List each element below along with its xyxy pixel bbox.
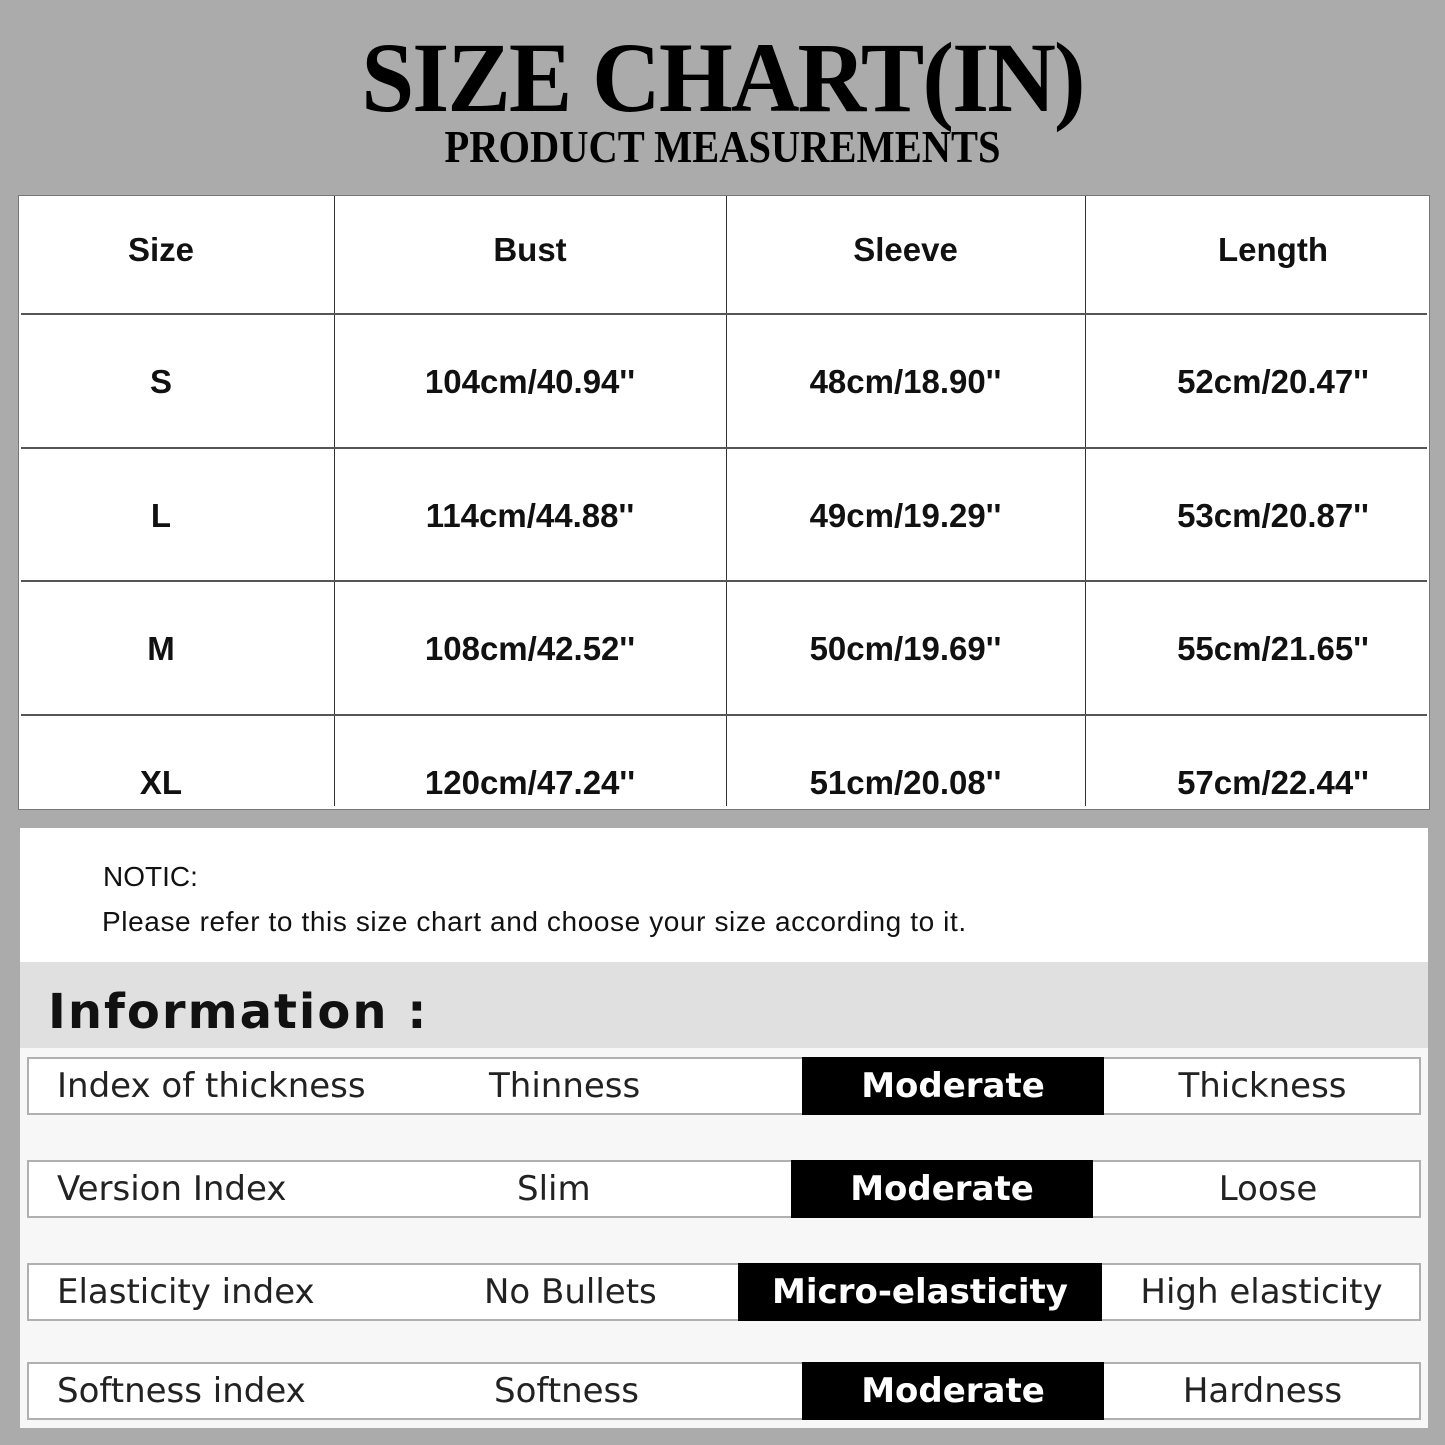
notice-panel: NOTIC: Please refer to this size chart a… [20, 828, 1428, 962]
header-size: Size [127, 231, 195, 268]
cell-length: 53cm/20.87'' [1177, 496, 1369, 534]
info-option: No Bullets [484, 1272, 657, 1312]
column-divider [334, 196, 335, 806]
info-label: Version Index [57, 1169, 287, 1209]
cell-length: 55cm/21.65'' [1177, 630, 1369, 667]
info-option-selected: Moderate [802, 1362, 1104, 1420]
row-divider [21, 313, 1427, 315]
cell-size: L [150, 496, 172, 534]
cell-sleeve: 49cm/19.29'' [809, 496, 1002, 534]
info-option: Thinness [489, 1066, 641, 1106]
column-divider [726, 196, 727, 806]
info-label: Elasticity index [57, 1272, 315, 1312]
info-option-selected: Moderate [791, 1160, 1093, 1218]
info-option: Softness [494, 1371, 639, 1411]
cell-bust: 108cm/42.52'' [424, 630, 636, 667]
table-row: XL 120cm/47.24'' 51cm/20.08'' 57cm/22.44… [19, 716, 1429, 809]
info-row-softness: Softness index Softness Moderate Hardnes… [27, 1362, 1421, 1420]
cell-sleeve: 51cm/20.08'' [809, 764, 1002, 801]
cell-bust: 120cm/47.24'' [424, 764, 636, 801]
notice-text: Please refer to this size chart and choo… [102, 906, 967, 937]
notice-heading: NOTIC: [103, 861, 198, 892]
info-row-version: Version Index Slim Moderate Loose [27, 1160, 1421, 1218]
info-option: High elasticity [1140, 1272, 1383, 1312]
info-row-elasticity: Elasticity index No Bullets Micro-elasti… [27, 1263, 1421, 1321]
info-option: Thickness [1178, 1066, 1347, 1106]
table-row: S 104cm/40.94'' 48cm/18.90'' 52cm/20.47'… [19, 315, 1429, 449]
size-table: Size Bust Sleeve Length S 104cm/40.94'' … [18, 195, 1430, 810]
cell-bust: 114cm/44.88'' [425, 496, 635, 534]
cell-length: 57cm/22.44'' [1177, 764, 1369, 801]
header-sleeve: Sleeve [853, 231, 958, 268]
header-length: Length [1218, 231, 1328, 268]
info-option-selected: Micro-elasticity [738, 1263, 1102, 1321]
cell-sleeve: 50cm/19.69'' [809, 630, 1002, 667]
info-option: Loose [1218, 1169, 1318, 1209]
cell-sleeve: 48cm/18.90'' [809, 363, 1002, 400]
information-header: Information : [20, 962, 1428, 1048]
page-subtitle: PRODUCT MEASUREMENTS [444, 121, 1001, 172]
table-row: M 108cm/42.52'' 50cm/19.69'' 55cm/21.65'… [19, 582, 1429, 716]
table-row: L 114cm/44.88'' 49cm/19.29'' 53cm/20.87'… [19, 449, 1429, 582]
page-title: SIZE CHART(IN) [361, 22, 1085, 133]
cell-size: M [147, 630, 175, 667]
cell-size: XL [139, 764, 183, 801]
cell-bust: 104cm/40.94'' [424, 363, 636, 400]
header-bust: Bust [493, 231, 567, 268]
info-label: Index of thickness [57, 1066, 366, 1106]
row-divider [21, 714, 1427, 716]
cell-size: S [149, 363, 172, 400]
info-option-selected: Moderate [802, 1057, 1104, 1115]
information-heading: Information : [48, 984, 429, 1040]
info-label: Softness index [57, 1371, 306, 1411]
row-divider [21, 580, 1427, 582]
table-header-row: Size Bust Sleeve Length [19, 196, 1429, 304]
column-divider [1085, 196, 1086, 806]
row-divider [21, 447, 1427, 449]
cell-length: 52cm/20.47'' [1177, 363, 1369, 400]
info-option: Slim [517, 1169, 591, 1209]
info-option: Hardness [1182, 1371, 1343, 1411]
info-row-thickness: Index of thickness Thinness Moderate Thi… [27, 1057, 1421, 1115]
information-panel: Information : Index of thickness Thinnes… [20, 962, 1428, 1428]
